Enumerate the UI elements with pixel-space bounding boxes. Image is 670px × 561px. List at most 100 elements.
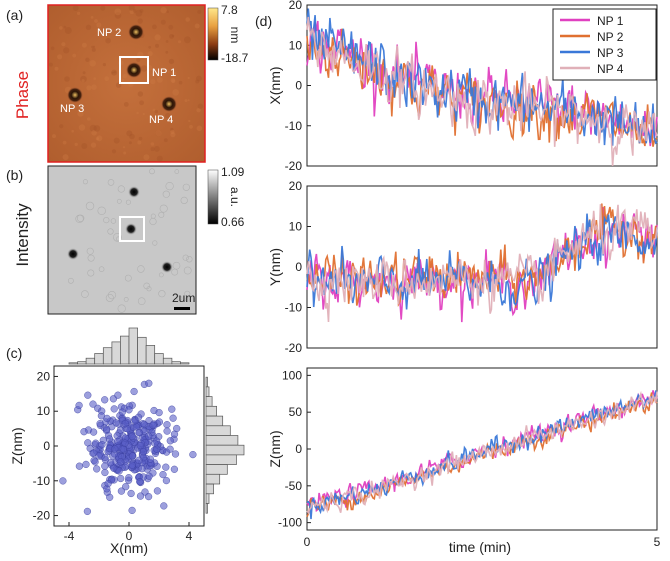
phase-texture-blob (188, 119, 191, 123)
phase-texture-blob (48, 62, 53, 67)
phase-texture-blob (59, 124, 64, 129)
phase-texture-blob (54, 66, 59, 71)
scatter-point (117, 474, 125, 483)
phase-texture-blob (77, 11, 81, 15)
scatter-ytick-label: 0 (43, 439, 50, 453)
panel-d-tag: (d) (255, 13, 272, 29)
x-histogram-bar (162, 357, 173, 365)
intensity-texture-ring (98, 266, 105, 273)
trajectory-ytick-label: 0 (295, 442, 302, 456)
intensity-texture-ring (182, 183, 190, 191)
intensity-texture-ring (81, 290, 89, 298)
trajectory-ytick-label: 100 (282, 368, 302, 382)
z-histogram-bar (205, 386, 210, 397)
np-3-spot (67, 87, 83, 103)
phase-texture-blob (61, 42, 66, 47)
z-histogram-bar (205, 503, 208, 514)
scatter-point (93, 465, 101, 473)
intensity-texture-ring (186, 256, 193, 263)
phase-texture-blob (154, 146, 160, 152)
scatter-point (163, 427, 171, 435)
phase-texture-blob (171, 79, 176, 84)
phase-texture-blob (90, 142, 97, 148)
phase-texture-blob (122, 146, 126, 149)
scatter-point (111, 445, 119, 453)
trajectory-ytick-label: -20 (285, 159, 303, 173)
phase-texture-blob (89, 124, 97, 132)
intensity-texture-ring (149, 217, 157, 226)
phase-texture-blob (63, 47, 70, 54)
intensity-texture-ring (165, 182, 174, 191)
scatter-point (102, 425, 111, 433)
phase-texture-blob (168, 24, 174, 30)
phase-texture-blob (135, 9, 143, 17)
intensity-texture-ring (182, 254, 189, 261)
scatter-point (84, 391, 92, 399)
phase-texture-blob (170, 127, 174, 131)
x-histogram-bar (68, 362, 78, 365)
phase-texture-blob (138, 136, 143, 141)
trajectory-ytick-label: -50 (285, 479, 303, 493)
phase-texture-blob (62, 154, 69, 161)
phase-texture-blob (148, 45, 152, 49)
scatter-point (168, 405, 176, 413)
phase-texture-blob (57, 54, 63, 60)
trajectory-plots: 20100-10-20X(nm)20100-10-20Y(nm)100500-5… (267, 0, 661, 549)
phase-texture-blob (113, 137, 120, 144)
phase-texture-blob (154, 109, 158, 114)
legend-label-np1: NP 1 (597, 14, 624, 28)
scatter-point (101, 468, 109, 477)
phase-texture-blob (150, 142, 155, 146)
panel-b: (b) Intensity 2um 1.09 0.66 a.u. (6, 165, 245, 315)
scatter-point (98, 441, 106, 449)
phase-texture-blob (86, 85, 92, 91)
scatter-point (127, 489, 135, 498)
phase-texture-blob (128, 4, 135, 11)
phase-texture-blob (152, 108, 156, 112)
scatter-point (89, 428, 98, 436)
phase-texture-blob (91, 47, 96, 52)
intensity-texture-ring (123, 296, 129, 302)
intensity-texture (68, 168, 193, 313)
phase-texture-blob (196, 125, 203, 132)
phase-texture-blob (93, 125, 101, 132)
phase-colorbar (207, 7, 219, 61)
phase-texture-blob (89, 60, 96, 67)
time-axis-label: time (min) (449, 539, 511, 555)
x-histogram-bar (94, 353, 104, 365)
phase-texture-blob (157, 77, 163, 83)
trajectory-ytick-label: 10 (289, 220, 303, 234)
legend-entry-np2: NP 2 (560, 30, 624, 44)
x-histogram-bar (180, 362, 190, 365)
intensity-texture-ring (68, 277, 74, 284)
scatter-point (114, 437, 122, 446)
panel-c-tag: (c) (6, 345, 22, 361)
z-histogram-bar (205, 415, 224, 427)
scatter-point (135, 456, 143, 464)
x-histogram-bar (145, 345, 156, 365)
phase-texture-blob (63, 25, 67, 29)
scatter-point (169, 414, 177, 422)
phase-texture-blob (85, 24, 92, 30)
phase-texture-blob (122, 73, 128, 79)
intensity-texture-ring (116, 198, 122, 204)
legend-entry-np3: NP 3 (560, 46, 624, 60)
phase-texture-blob (168, 58, 175, 65)
phase-texture-blob (132, 9, 137, 13)
scatter-point (162, 477, 171, 485)
intensity-side-label: Intensity (13, 203, 32, 267)
scatter-point (145, 493, 153, 501)
scatter-point (101, 396, 109, 404)
phase-texture-blob (147, 51, 153, 57)
phase-texture-blob (126, 130, 133, 137)
scatter-point (162, 463, 170, 471)
phase-texture-blob (197, 103, 204, 109)
scatter-point (75, 462, 84, 470)
phase-texture-blob (154, 34, 161, 41)
scatter-point (121, 439, 129, 447)
phase-texture-blob (123, 151, 127, 155)
scatter-point (173, 424, 181, 433)
phase-texture-blob (96, 22, 102, 28)
scatter-point (189, 451, 197, 459)
phase-texture-blob (113, 71, 116, 74)
